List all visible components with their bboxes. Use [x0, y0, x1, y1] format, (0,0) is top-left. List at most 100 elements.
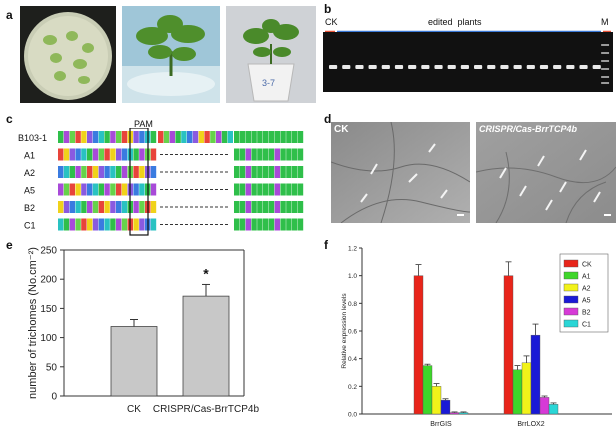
base-block [81, 201, 87, 213]
base-block [98, 201, 104, 213]
base-block [251, 148, 257, 161]
e-y-tick-label: 100 [40, 333, 57, 344]
gel-band [526, 65, 535, 69]
base-block [81, 148, 87, 161]
f-y-tick-label: 0.8 [348, 301, 357, 308]
base-block [121, 131, 128, 143]
base-block [139, 166, 145, 178]
gel-band [539, 65, 549, 69]
base-block [98, 218, 104, 231]
base-block [234, 201, 240, 213]
panel-f-label: f [324, 238, 328, 252]
gel-band [381, 65, 390, 69]
alignment-row-label: C1 [24, 221, 36, 231]
f-legend-swatch [563, 319, 579, 328]
base-block [234, 183, 240, 196]
base-block [297, 148, 304, 161]
f-bar [413, 275, 424, 415]
base-block [98, 183, 104, 196]
base-block [81, 218, 87, 231]
f-y-tick-label: 0.4 [348, 356, 357, 363]
base-block [98, 148, 104, 161]
base-block [239, 201, 246, 213]
f-legend-label: CK [582, 262, 592, 269]
marker-band [601, 60, 610, 62]
base-block [75, 201, 81, 213]
base-block [274, 148, 280, 161]
base-block [292, 201, 298, 213]
base-block [133, 183, 139, 196]
f-legend-swatch [563, 271, 579, 280]
gel-band [447, 65, 456, 69]
base-block [268, 218, 275, 231]
e-y-tick-label: 50 [46, 362, 58, 373]
base-block [175, 131, 181, 143]
base-block [268, 148, 275, 161]
gel-band [579, 65, 588, 69]
base-block [92, 183, 99, 196]
base-block [133, 166, 139, 178]
gel-edited-label: edited plants [428, 17, 482, 27]
pam-label: PAM [134, 119, 153, 129]
base-block [139, 148, 145, 161]
f-legend-label: A1 [582, 274, 591, 281]
base-block [116, 183, 122, 196]
base-block [234, 148, 240, 161]
base-block [110, 166, 116, 178]
base-block [87, 148, 93, 161]
base-block [92, 218, 99, 231]
f-bar [458, 412, 469, 415]
base-block [150, 166, 157, 178]
f-bar [548, 404, 559, 415]
e-bar [110, 326, 158, 397]
alignment-row-label: A2 [24, 168, 35, 178]
f-y-tick-label: 0.0 [348, 412, 357, 419]
panel-a-label: a [6, 8, 13, 22]
f-bar [512, 369, 523, 415]
base-block [286, 201, 292, 213]
base-block [292, 166, 298, 178]
gel-band [394, 65, 404, 69]
base-block [245, 201, 251, 213]
base-block [150, 201, 157, 213]
base-block [245, 131, 251, 143]
base-block [121, 148, 128, 161]
e-y-tick-label: 250 [40, 246, 57, 257]
f-bar [440, 399, 451, 415]
base-block [198, 131, 204, 143]
base-block [239, 131, 246, 143]
base-block [286, 218, 292, 231]
base-block [139, 218, 145, 231]
base-block [286, 131, 292, 143]
base-block [280, 166, 286, 178]
e-y-tick-label: 0 [51, 392, 57, 403]
gel-ck-label: CK [325, 17, 338, 27]
base-block [133, 201, 139, 213]
base-block [263, 148, 269, 161]
gel-marker-label: M [601, 17, 609, 27]
f-y-tick-label: 0.6 [348, 329, 357, 336]
f-y-axis-label: Relative expression levels [341, 293, 348, 369]
base-block [139, 131, 145, 143]
base-block [121, 201, 128, 213]
base-block [263, 201, 269, 213]
base-block [121, 218, 128, 231]
base-block [110, 218, 116, 231]
base-block [87, 201, 93, 213]
petri-dish-photo [20, 6, 116, 103]
marker-band [601, 44, 610, 46]
base-block [104, 148, 110, 161]
base-block [139, 183, 145, 196]
base-block [104, 166, 110, 178]
gel-band [460, 65, 469, 69]
base-block [297, 218, 304, 231]
base-block [116, 166, 122, 178]
f-legend-swatch [563, 295, 579, 304]
base-block [257, 183, 263, 196]
base-block [81, 183, 87, 196]
base-block [297, 201, 304, 213]
culture-jar-photo [122, 6, 220, 103]
gel-band [329, 65, 338, 69]
base-block [69, 131, 75, 143]
f-y-tick-label: 1.0 [348, 273, 357, 280]
